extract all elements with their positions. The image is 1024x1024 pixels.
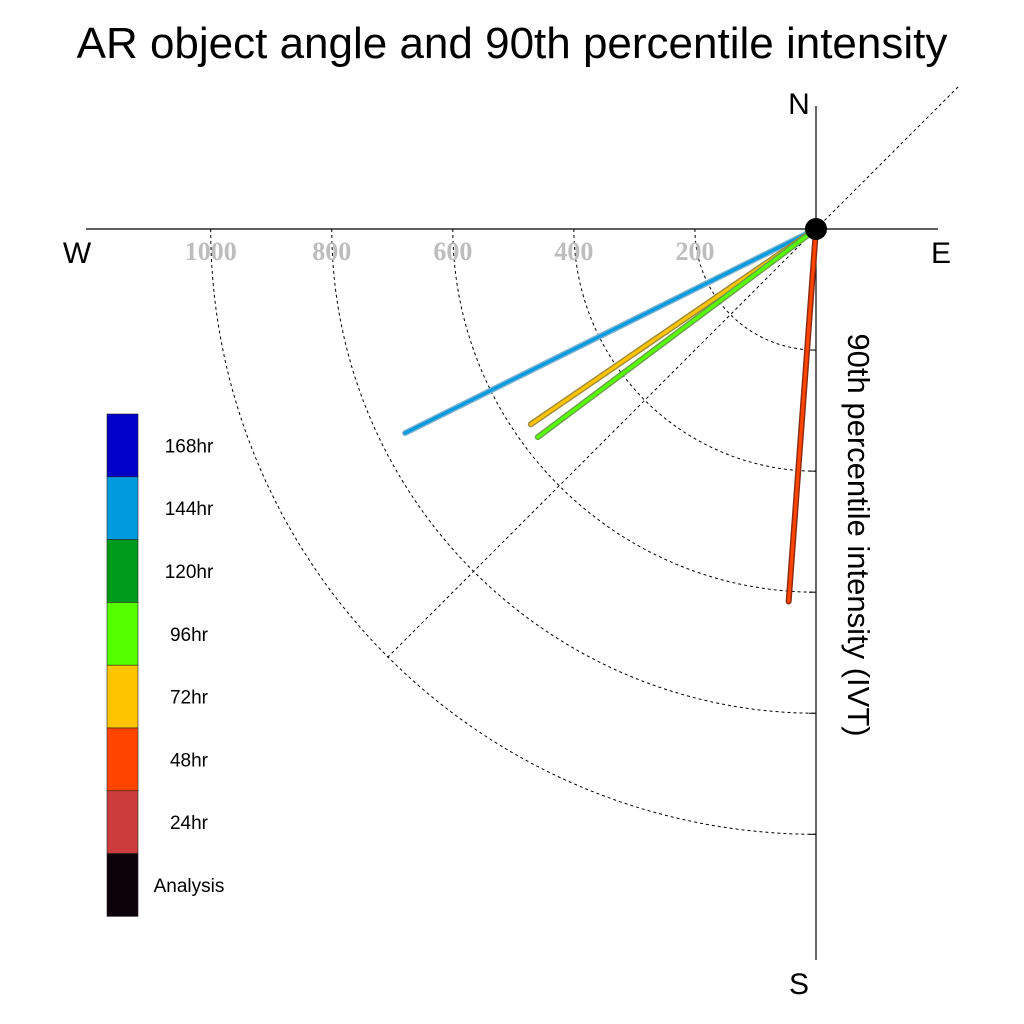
grid-arc-600 <box>452 228 817 593</box>
legend-label-48hr: 48hr <box>170 750 209 771</box>
legend-swatch-120hr <box>106 539 139 603</box>
radial-tick-label-800: 800 <box>312 237 351 266</box>
radial-tick-labels: 200 400 600 800 1000 <box>185 237 715 266</box>
chart-title: AR object angle and 90th percentile inte… <box>77 19 948 68</box>
compass-west-label: W <box>63 237 92 270</box>
legend-label-120hr: 120hr <box>165 562 214 583</box>
series-line-144hr <box>403 227 818 435</box>
series-line-96hr <box>536 227 818 439</box>
legend-label-72hr: 72hr <box>170 688 209 709</box>
grid-arc-400 <box>573 228 817 472</box>
legend-label-24hr: 24hr <box>170 813 209 834</box>
series-line-48hr <box>787 227 818 604</box>
legend-swatch-analysis <box>106 853 139 917</box>
series-lines <box>402 226 819 605</box>
legend-swatch-144hr <box>106 476 139 540</box>
legend-label-96hr: 96hr <box>170 625 209 646</box>
legend-swatch-96hr <box>106 602 139 666</box>
grid-arc-200 <box>694 228 817 351</box>
origin-marker <box>805 218 827 240</box>
radial-tick-label-200: 200 <box>675 237 714 266</box>
compass-east-label: E <box>931 237 951 270</box>
legend: 168hr 144hr 120hr 96hr 72hr 48hr 24hr Analysis <box>106 413 225 917</box>
diagonal-gridline <box>387 86 959 658</box>
legend-swatch-72hr <box>106 664 139 729</box>
legend-swatch-48hr <box>106 727 139 792</box>
radial-tick-label-400: 400 <box>554 237 593 266</box>
legend-swatch-24hr <box>106 790 139 854</box>
legend-label-analysis: Analysis <box>154 876 225 897</box>
y-axis-label: 90th percentile intensity (IVT) <box>841 333 876 736</box>
polar-grid <box>210 86 959 835</box>
legend-label-144hr: 144hr <box>165 499 214 520</box>
legend-swatch-168hr <box>106 413 139 478</box>
legend-label-168hr: 168hr <box>165 436 214 457</box>
grid-arc-1000 <box>210 228 817 835</box>
compass-north-label: N <box>788 88 810 121</box>
radial-tick-label-1000: 1000 <box>185 237 237 266</box>
compass-south-label: S <box>789 968 809 1001</box>
radial-tick-label-600: 600 <box>433 237 472 266</box>
